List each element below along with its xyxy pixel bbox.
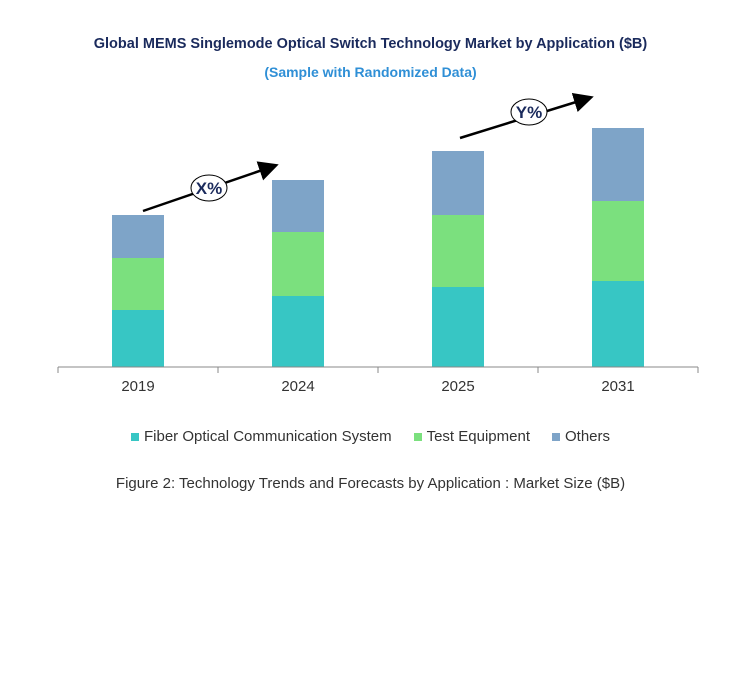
- bar-segment-2025-1: [432, 215, 484, 287]
- legend-item: Test Equipment: [413, 428, 530, 445]
- legend-swatch: [131, 432, 139, 441]
- legend-swatch: [413, 432, 422, 441]
- bar-segment-2024-1: [272, 232, 324, 296]
- legend-swatch: [551, 432, 560, 441]
- x-tick-label: 2031: [601, 378, 634, 395]
- chart-subtitle: (Sample with Randomized Data): [264, 64, 477, 80]
- bar-segment-2019-0: [112, 310, 164, 367]
- bar-segment-2031-2: [592, 128, 644, 201]
- figure-caption: Figure 2: Technology Trends and Forecast…: [115, 475, 626, 492]
- chart-title: Global MEMS Singlemode Optical Switch Te…: [93, 36, 648, 52]
- legend-label: Test Equipment: [426, 428, 530, 445]
- x-tick-label: 2024: [281, 378, 314, 395]
- bar-segment-2031-0: [592, 281, 644, 367]
- growth-label-oval: [510, 98, 548, 126]
- legend-item: Fiber Optical Communication System: [131, 428, 392, 445]
- growth-label-oval: [190, 174, 228, 202]
- bar-segment-2024-0: [272, 296, 324, 367]
- legend: Fiber Optical Communication System Test E…: [0, 428, 741, 445]
- growth-label: Y%: [516, 103, 542, 122]
- bar-segment-2025-0: [432, 287, 484, 367]
- bar-segment-2019-1: [112, 258, 164, 310]
- bar-segment-2024-2: [272, 180, 324, 232]
- bar-segment-2025-2: [432, 151, 484, 215]
- x-tick-label: 2019: [121, 378, 154, 395]
- bar-chart: 2019 2024 2025 2031 X% Y%: [57, 92, 699, 395]
- growth-label: X%: [196, 179, 222, 198]
- bar-segment-2019-2: [112, 215, 164, 258]
- legend-item: Others: [551, 428, 610, 445]
- legend-label: Fiber Optical Communication System: [144, 428, 392, 445]
- bar-segment-2031-1: [592, 201, 644, 281]
- x-tick-label: 2025: [441, 378, 474, 395]
- legend-label: Others: [564, 428, 610, 445]
